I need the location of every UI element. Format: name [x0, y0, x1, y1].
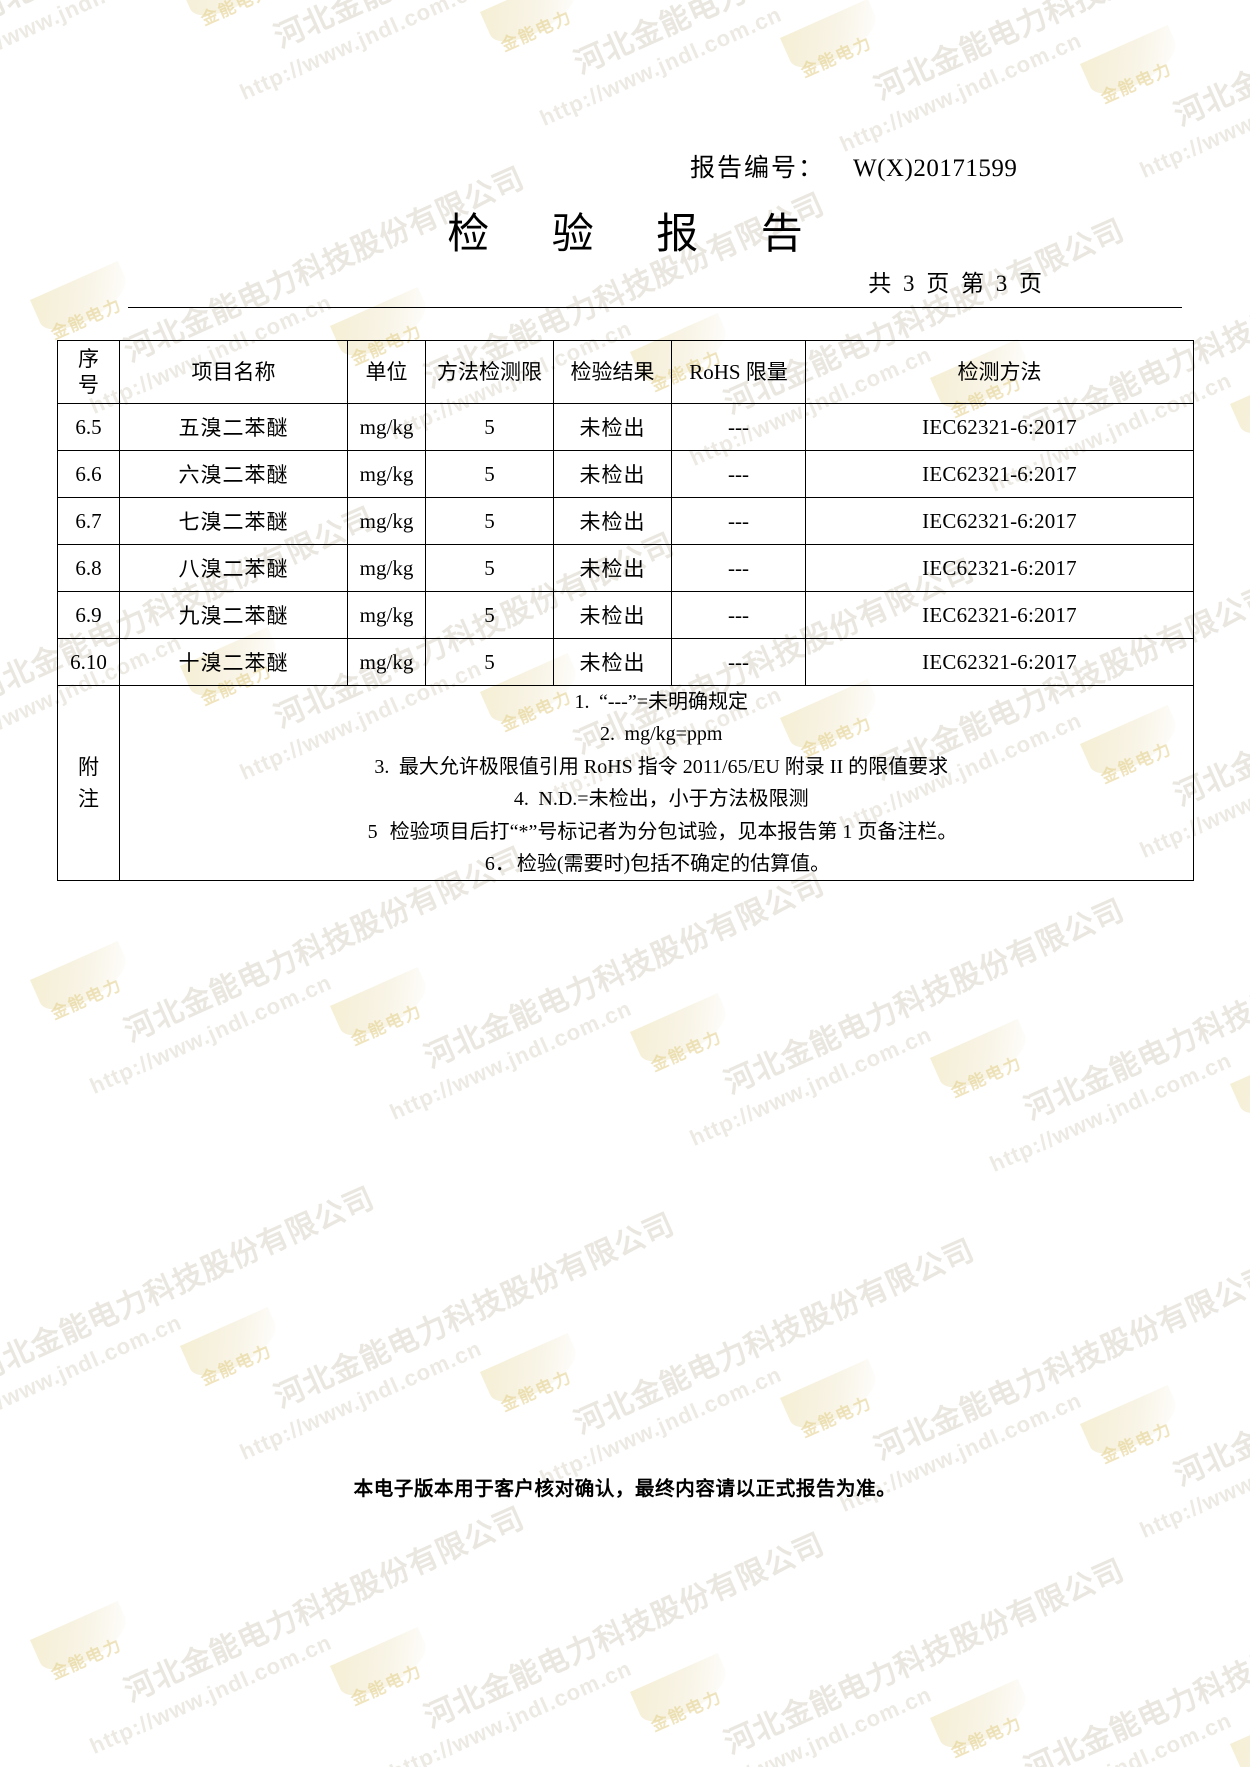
- column-header-method: 检测方法: [805, 340, 1194, 404]
- remarks-label-line2: 注: [78, 787, 99, 812]
- remark-number: 3.: [374, 755, 390, 778]
- remark-text: 检验(需要时)包括不确定的估算值。: [516, 852, 831, 875]
- remark-text: 最大允许极限值引用 RoHS 指令 2011/65/EU 附录 II 的限值要求: [398, 755, 949, 778]
- cell-limit: 5: [425, 544, 554, 592]
- column-header-result: 检验结果: [553, 340, 672, 404]
- remarks-list: 1. “---”=未明确规定 2. mg/kg=ppm 3. 最大允许极限值引用 Ro…: [120, 686, 1193, 880]
- cell-rohs: ---: [671, 591, 806, 639]
- footer-disclaimer: 本电子版本用于客户核对确认，最终内容请以正式报告为准。: [353, 1479, 897, 1500]
- remark-number: 5: [367, 820, 378, 843]
- cell-name: 五溴二苯醚: [119, 403, 348, 451]
- report-number: 报告编号： W(X)20171599: [690, 148, 1017, 184]
- remark-item: 6． 检验(需要时)包括不确定的估算值。: [120, 848, 1193, 880]
- remark-text: mg/kg=ppm: [624, 723, 723, 746]
- cell-rohs: ---: [671, 638, 806, 686]
- cell-name: 十溴二苯醚: [119, 638, 348, 686]
- cell-limit: 5: [425, 638, 554, 686]
- cell-limit: 5: [425, 591, 554, 639]
- cell-unit: mg/kg: [347, 497, 426, 545]
- remark-number: 6．: [484, 852, 515, 875]
- remark-item: 5 检验项目后打“*”号标记者为分包试验，见本报告第 1 页备注栏。: [120, 816, 1193, 848]
- cell-method: IEC62321-6:2017: [805, 638, 1194, 686]
- column-header-seq: 序 号: [57, 340, 120, 404]
- cell-unit: mg/kg: [347, 403, 426, 451]
- column-header-unit: 单位: [347, 340, 426, 404]
- table-header-row: 序 号 项目名称 单位 方法检测限 检验结果 RoHS 限量 检测方法: [57, 340, 1194, 404]
- cell-result: 未检出: [553, 403, 672, 451]
- table-row: 6.9 九溴二苯醚 mg/kg 5 未检出 --- IEC62321-6:201…: [57, 591, 1194, 639]
- table-row: 6.10 十溴二苯醚 mg/kg 5 未检出 --- IEC62321-6:20…: [57, 638, 1194, 686]
- header-divider: [128, 307, 1182, 308]
- report-number-value: W(X)20171599: [853, 155, 1018, 182]
- remarks-row: 附 注 1. “---”=未明确规定 2. mg/kg=ppm 3. 最大允许极限值引…: [57, 684, 1194, 882]
- remark-item: 2. mg/kg=ppm: [120, 718, 1193, 750]
- cell-name: 八溴二苯醚: [119, 544, 348, 592]
- cell-result: 未检出: [553, 544, 672, 592]
- cell-method: IEC62321-6:2017: [805, 450, 1194, 498]
- results-table: 序 号 项目名称 单位 方法检测限 检验结果 RoHS 限量 检测方法 6.5 …: [57, 340, 1194, 882]
- cell-seq: 6.10: [57, 638, 120, 686]
- cell-result: 未检出: [553, 638, 672, 686]
- remark-number: 2.: [600, 723, 616, 746]
- results-table-body: 6.5 五溴二苯醚 mg/kg 5 未检出 --- IEC62321-6:201…: [57, 403, 1194, 882]
- cell-rohs: ---: [671, 403, 806, 451]
- remark-number: 1.: [574, 691, 590, 713]
- cell-rohs: ---: [671, 497, 806, 545]
- cell-unit: mg/kg: [347, 544, 426, 592]
- column-header-seq-line1: 序: [78, 346, 99, 371]
- cell-method: IEC62321-6:2017: [805, 497, 1194, 545]
- page-indicator: 共 3 页 第 3 页: [868, 271, 1045, 296]
- cell-seq: 6.5: [57, 403, 120, 451]
- table-row: 6.6 六溴二苯醚 mg/kg 5 未检出 --- IEC62321-6:201…: [57, 450, 1194, 498]
- cell-result: 未检出: [553, 450, 672, 498]
- cell-name: 九溴二苯醚: [119, 591, 348, 639]
- report-number-label: 报告编号：: [690, 155, 826, 182]
- cell-limit: 5: [425, 450, 554, 498]
- cell-result: 未检出: [553, 497, 672, 545]
- remark-item: 4. N.D.=未检出，小于方法极限测: [120, 783, 1193, 815]
- remark-number: 4.: [513, 788, 529, 811]
- cell-seq: 6.8: [57, 544, 120, 592]
- remark-text: “---”=未明确规定: [598, 691, 748, 713]
- cell-method: IEC62321-6:2017: [805, 403, 1194, 451]
- remark-item: 3. 最大允许极限值引用 RoHS 指令 2011/65/EU 附录 II 的限值…: [120, 751, 1193, 783]
- cell-name: 六溴二苯醚: [119, 450, 348, 498]
- column-header-limit: 方法检测限: [425, 340, 554, 404]
- remarks-label-line1: 附: [78, 754, 99, 779]
- cell-rohs: ---: [671, 450, 806, 498]
- cell-method: IEC62321-6:2017: [805, 591, 1194, 639]
- cell-seq: 6.6: [57, 450, 120, 498]
- table-row: 6.7 七溴二苯醚 mg/kg 5 未检出 --- IEC62321-6:201…: [57, 497, 1194, 545]
- column-header-seq-line2: 号: [78, 373, 99, 397]
- remark-text: N.D.=未检出，小于方法极限测: [538, 788, 809, 811]
- cell-limit: 5: [425, 497, 554, 545]
- remark-item: 1. “---”=未明确规定: [120, 686, 1193, 718]
- column-header-name: 项目名称: [119, 340, 348, 404]
- remarks-label: 附 注: [57, 684, 120, 882]
- page-title: 检 验 报 告: [447, 212, 829, 258]
- remark-text: 检验项目后打“*”号标记者为分包试验，见本报告第 1 页备注栏。: [389, 820, 958, 843]
- column-header-rohs: RoHS 限量: [671, 340, 806, 404]
- cell-unit: mg/kg: [347, 591, 426, 639]
- cell-method: IEC62321-6:2017: [805, 544, 1194, 592]
- cell-rohs: ---: [671, 544, 806, 592]
- cell-limit: 5: [425, 403, 554, 451]
- remarks-body: 1. “---”=未明确规定 2. mg/kg=ppm 3. 最大允许极限值引用 Ro…: [119, 684, 1194, 882]
- table-row: 6.5 五溴二苯醚 mg/kg 5 未检出 --- IEC62321-6:201…: [57, 403, 1194, 451]
- table-row: 6.8 八溴二苯醚 mg/kg 5 未检出 --- IEC62321-6:201…: [57, 544, 1194, 592]
- cell-unit: mg/kg: [347, 450, 426, 498]
- cell-seq: 6.7: [57, 497, 120, 545]
- cell-seq: 6.9: [57, 591, 120, 639]
- cell-name: 七溴二苯醚: [119, 497, 348, 545]
- cell-unit: mg/kg: [347, 638, 426, 686]
- cell-result: 未检出: [553, 591, 672, 639]
